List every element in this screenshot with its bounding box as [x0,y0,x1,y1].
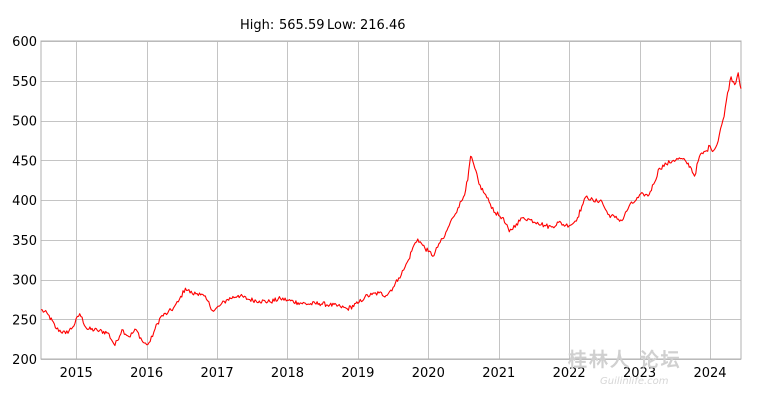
y-tick-label: 350 [12,234,37,249]
y-tick-label: 450 [12,154,37,169]
y-tick-label: 200 [12,353,37,368]
watermark: 桂林人 论坛 Guilinlife.com [567,348,682,387]
high-value: 565.59 [279,18,325,33]
y-axis-ticks: 200 250 300 350 400 450 500 550 600 [12,35,37,368]
y-tick-label: 250 [12,313,37,328]
y-tick-label: 300 [12,274,37,289]
y-tick-label: 550 [12,75,37,90]
x-tick-label: 2022 [553,366,586,381]
y-tick-label: 500 [12,115,37,130]
price-series-line [40,72,742,347]
watermark-text: 桂林人 论坛 [567,348,682,371]
plot-area [40,40,742,360]
watermark-subtext: Guilinlife.com [600,376,669,387]
x-tick-label: 2021 [482,366,515,381]
low-label: Low: [327,18,356,33]
x-axis-ticks: 2015 2016 2017 2018 2019 2020 2021 2022 2023 2024 [60,366,727,381]
x-tick-label: 2024 [693,366,726,381]
x-tick-label: 2017 [201,366,234,381]
y-tick-label: 400 [12,194,37,209]
y-tick-label: 600 [12,35,37,50]
high-label: High: [240,18,274,33]
x-tick-label: 2015 [60,366,93,381]
x-tick-label: 2019 [341,366,374,381]
x-tick-label: 2018 [271,366,304,381]
grid [41,41,741,360]
x-tick-label: 2023 [623,366,656,381]
x-tick-label: 2016 [130,366,163,381]
low-value: 216.46 [360,18,406,33]
x-tick-label: 2020 [412,366,445,381]
